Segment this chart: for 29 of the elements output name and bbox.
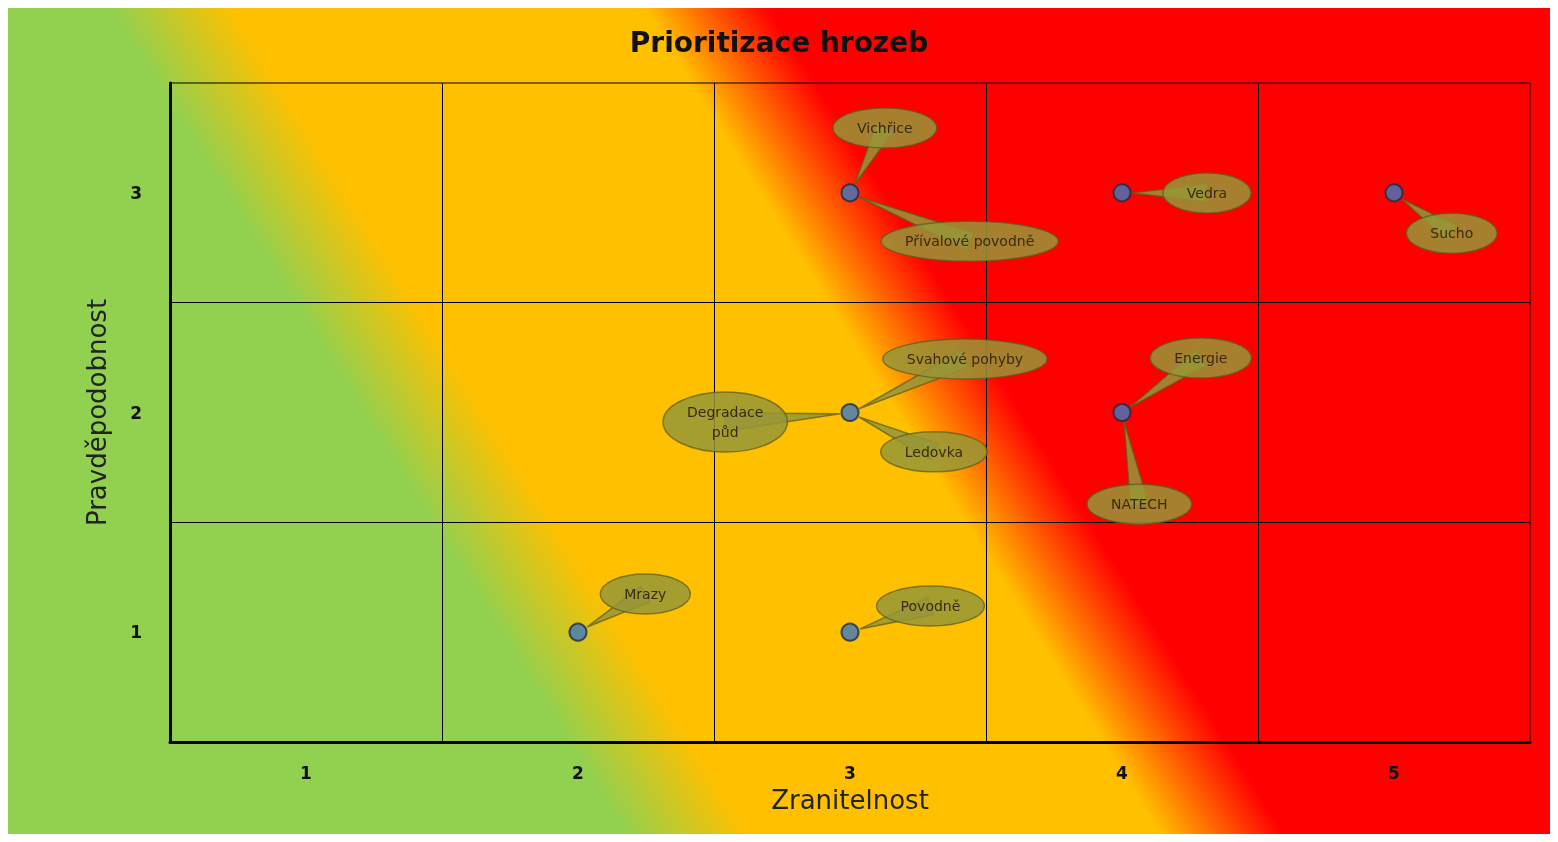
annotation: Vichřice: [857, 119, 913, 136]
point: [840, 622, 860, 642]
annotation: Vedra: [1186, 184, 1228, 201]
annotation: Mrazy: [623, 586, 667, 603]
point: [840, 403, 860, 422]
point: [840, 183, 860, 203]
point: [1112, 183, 1132, 203]
annotation: Povodně: [900, 598, 960, 615]
point: [1384, 183, 1404, 203]
x-tick-label: 4: [1116, 762, 1129, 783]
y-tick-label: 3: [130, 182, 142, 203]
annotation: Sucho: [1430, 224, 1474, 241]
y-tick-label: 2: [130, 402, 142, 423]
x-axis-title: Zranitelnost: [771, 785, 929, 815]
x-tick-label: 1: [300, 762, 312, 783]
point: [1112, 403, 1132, 422]
annotation: Degradace půd: [686, 403, 764, 440]
annotation: NATECH: [1110, 496, 1168, 513]
x-tick-label: 2: [572, 762, 584, 783]
annotation: Energie: [1174, 349, 1228, 366]
y-tick-label: 1: [130, 622, 142, 643]
x-tick-label: 5: [1388, 762, 1400, 783]
point: [568, 622, 588, 642]
y-axis-title: Pravděpodobnost: [82, 298, 112, 527]
chart-title: Prioritizace hrozeb: [629, 25, 929, 59]
x-tick-label: 3: [844, 762, 856, 783]
annotation: Přívalové povodně: [905, 232, 1035, 249]
annotation: Svahové pohyby: [906, 350, 1024, 367]
annotation: Ledovka: [904, 443, 964, 460]
